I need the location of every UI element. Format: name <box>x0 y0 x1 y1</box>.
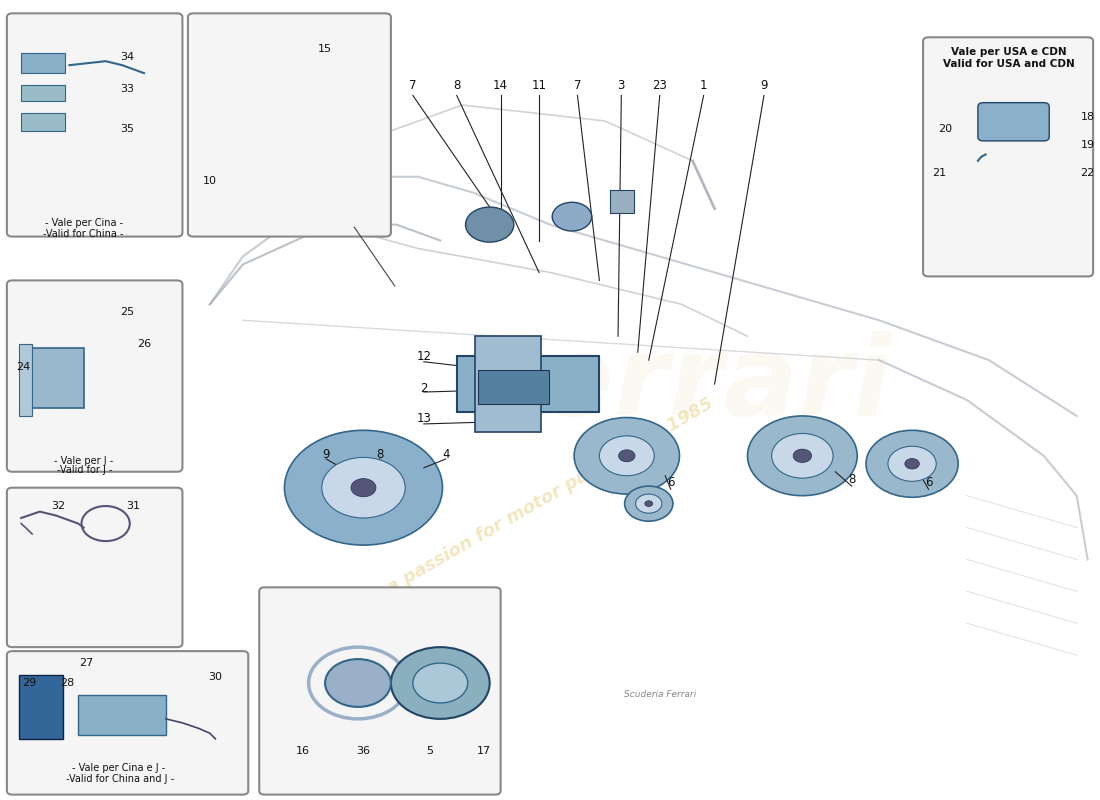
Text: 2: 2 <box>420 382 428 394</box>
Text: 18: 18 <box>1080 112 1094 122</box>
Circle shape <box>574 418 680 494</box>
FancyBboxPatch shape <box>7 488 183 647</box>
Circle shape <box>326 659 390 707</box>
Text: 19: 19 <box>1080 140 1094 150</box>
Text: 6: 6 <box>667 477 674 490</box>
Circle shape <box>322 458 405 518</box>
Text: -Valid for China -: -Valid for China - <box>43 230 124 239</box>
Text: 30: 30 <box>208 673 222 682</box>
Text: 3: 3 <box>617 78 625 91</box>
Circle shape <box>351 478 376 497</box>
Circle shape <box>552 202 592 231</box>
Text: 1: 1 <box>700 78 707 91</box>
Circle shape <box>285 430 442 545</box>
Text: 8: 8 <box>376 448 384 461</box>
FancyBboxPatch shape <box>7 14 183 237</box>
Circle shape <box>748 416 857 496</box>
Text: Valid for USA and CDN: Valid for USA and CDN <box>943 58 1075 69</box>
Bar <box>23 348 84 408</box>
Text: - Vale per Cina -: - Vale per Cina - <box>45 218 123 228</box>
Text: 9: 9 <box>322 448 330 461</box>
Bar <box>456 356 600 412</box>
FancyBboxPatch shape <box>923 38 1093 277</box>
Text: 5: 5 <box>426 746 432 756</box>
Text: 6: 6 <box>925 477 933 490</box>
Circle shape <box>793 449 812 462</box>
Circle shape <box>412 663 468 703</box>
FancyBboxPatch shape <box>7 651 249 794</box>
Text: - Vale per J -: - Vale per J - <box>54 456 113 466</box>
Circle shape <box>600 436 654 476</box>
Text: 27: 27 <box>79 658 94 668</box>
Circle shape <box>390 647 490 719</box>
Text: 22: 22 <box>1080 168 1094 178</box>
Bar <box>19 344 32 416</box>
Text: -Valid for J -: -Valid for J - <box>54 466 113 475</box>
Text: 15: 15 <box>318 44 332 54</box>
Text: 21: 21 <box>933 168 947 178</box>
Circle shape <box>771 434 833 478</box>
Text: 17: 17 <box>477 746 492 756</box>
Circle shape <box>866 430 958 498</box>
Bar <box>21 85 65 101</box>
Text: 23: 23 <box>652 78 668 91</box>
Text: 16: 16 <box>296 746 310 756</box>
Bar <box>478 370 550 403</box>
Bar <box>21 113 65 130</box>
FancyBboxPatch shape <box>7 281 183 472</box>
Bar <box>21 54 65 73</box>
Text: 32: 32 <box>52 501 66 511</box>
Text: 12: 12 <box>416 350 431 362</box>
Text: -Valid for China and J -: -Valid for China and J - <box>63 774 175 784</box>
Text: 9: 9 <box>760 78 768 91</box>
Text: 29: 29 <box>22 678 36 688</box>
FancyBboxPatch shape <box>188 14 390 237</box>
Text: a passion for motor parts since 1985: a passion for motor parts since 1985 <box>384 394 716 597</box>
Bar <box>19 675 63 739</box>
Text: 14: 14 <box>493 78 508 91</box>
Circle shape <box>645 501 652 506</box>
Text: Scuderia Ferrari: Scuderia Ferrari <box>624 690 696 699</box>
Text: Ferrari: Ferrari <box>472 330 892 438</box>
Text: 4: 4 <box>442 448 450 461</box>
Text: 20: 20 <box>938 124 953 134</box>
Text: 7: 7 <box>409 78 417 91</box>
Text: 7: 7 <box>574 78 581 91</box>
Text: 31: 31 <box>126 501 140 511</box>
FancyBboxPatch shape <box>260 587 500 794</box>
Text: 26: 26 <box>138 339 151 349</box>
Text: 33: 33 <box>121 84 134 94</box>
FancyBboxPatch shape <box>978 102 1049 141</box>
Text: 13: 13 <box>417 412 431 425</box>
Text: - Vale per Cina e J -: - Vale per Cina e J - <box>73 763 165 773</box>
Text: Vale per USA e CDN: Vale per USA e CDN <box>950 47 1067 57</box>
Text: 34: 34 <box>121 52 134 62</box>
Text: 10: 10 <box>202 176 217 186</box>
Circle shape <box>636 494 662 514</box>
Text: 28: 28 <box>60 678 75 688</box>
Text: 8: 8 <box>848 474 856 486</box>
Bar <box>78 695 166 735</box>
Circle shape <box>888 446 936 482</box>
Text: 35: 35 <box>121 124 134 134</box>
Text: 8: 8 <box>453 78 461 91</box>
Text: 25: 25 <box>121 307 134 318</box>
Text: 24: 24 <box>16 362 31 371</box>
Bar <box>475 336 541 432</box>
Text: 36: 36 <box>356 746 371 756</box>
Circle shape <box>905 458 920 469</box>
Bar <box>610 190 635 213</box>
Circle shape <box>625 486 673 521</box>
Circle shape <box>618 450 635 462</box>
Circle shape <box>465 207 514 242</box>
Text: 11: 11 <box>531 78 547 91</box>
